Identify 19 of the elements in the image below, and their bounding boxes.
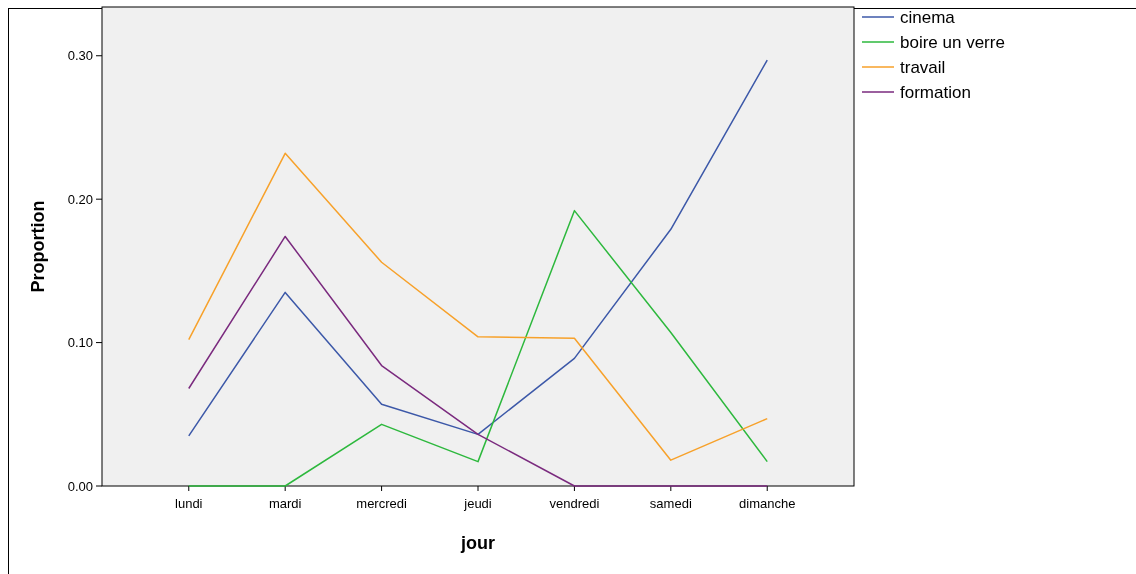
x-tick-label: samedi bbox=[649, 496, 692, 511]
y-tick-label: 0.10 bbox=[67, 335, 93, 351]
x-tick-label: vendredi bbox=[549, 496, 600, 511]
x-tick-label: jeudi bbox=[463, 496, 492, 511]
y-tick-label: 0.30 bbox=[67, 48, 93, 64]
x-tick-label: dimanche bbox=[739, 496, 796, 511]
y-axis-title: Proportion bbox=[28, 200, 48, 293]
x-axis-title: jour bbox=[460, 533, 495, 553]
x-tick-label: mercredi bbox=[356, 496, 407, 511]
line-series bbox=[188, 59, 768, 437]
legend-label: travail bbox=[900, 57, 946, 77]
legend-label: boire un verre bbox=[900, 32, 1005, 52]
line-series bbox=[188, 152, 768, 461]
legend-label: cinema bbox=[900, 7, 956, 27]
legend-label: formation bbox=[900, 82, 971, 102]
y-tick-label: 0.20 bbox=[67, 191, 93, 207]
x-tick-label: mardi bbox=[268, 496, 302, 511]
x-tick-label: lundi bbox=[175, 496, 203, 511]
y-tick-label: 0.00 bbox=[67, 478, 93, 494]
